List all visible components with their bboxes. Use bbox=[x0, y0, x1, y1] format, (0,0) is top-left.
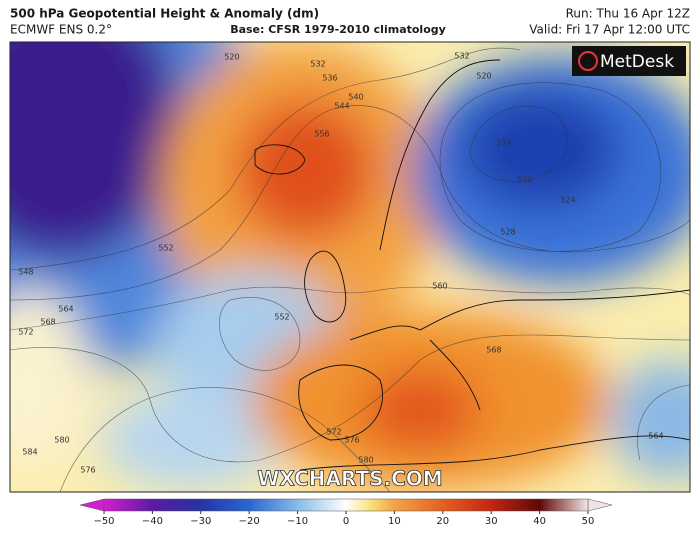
contour-label: 580 bbox=[54, 436, 69, 445]
colorbar-arrow bbox=[587, 498, 613, 512]
coastline bbox=[379, 59, 501, 251]
contour-line bbox=[59, 387, 391, 492]
colorbar-tick-label: −10 bbox=[287, 516, 308, 527]
contour-label: 568 bbox=[486, 346, 501, 355]
colorbar-tick-label: 0 bbox=[343, 516, 349, 527]
contour-label: 576 bbox=[344, 436, 359, 445]
title: 500 hPa Geopotential Height & Anomaly (d… bbox=[10, 7, 319, 21]
contour-label: 532 bbox=[454, 52, 469, 61]
coastline bbox=[429, 339, 481, 411]
contour-line bbox=[439, 82, 662, 252]
contour-label: 514 bbox=[496, 139, 511, 148]
contour-label: 552 bbox=[274, 313, 289, 322]
colorbar-scale bbox=[103, 498, 589, 512]
watermark: WXCHARTS.COM bbox=[257, 467, 442, 491]
contour-label: 576 bbox=[80, 466, 95, 475]
coastlines bbox=[254, 59, 690, 471]
coastline bbox=[349, 289, 690, 341]
contour-label: 564 bbox=[648, 432, 663, 441]
colorbar-tick-label: −20 bbox=[239, 516, 260, 527]
contour-line bbox=[219, 297, 301, 371]
contour-label: 564 bbox=[58, 305, 73, 314]
contour-label: 572 bbox=[326, 428, 341, 437]
contour-label: 568 bbox=[40, 318, 55, 327]
contour-label: 552 bbox=[158, 244, 173, 253]
contour-line bbox=[10, 105, 690, 301]
anomaly-blob bbox=[10, 42, 180, 260]
contour-label: 556 bbox=[314, 130, 329, 139]
contour-label: 520 bbox=[224, 53, 239, 62]
anomaly-blob bbox=[360, 370, 480, 450]
map-frame bbox=[9, 41, 691, 493]
contour-label: 520 bbox=[476, 72, 491, 81]
anomaly-blob bbox=[10, 290, 90, 470]
coastline bbox=[298, 364, 383, 441]
brand: MetDesk bbox=[600, 52, 674, 72]
anomaly-blob bbox=[100, 390, 280, 490]
coastline bbox=[304, 250, 347, 323]
colorbar-tick-label: 10 bbox=[388, 516, 401, 527]
contour-label: 544 bbox=[334, 102, 349, 111]
contour-line bbox=[637, 384, 690, 461]
coastline bbox=[299, 435, 690, 471]
colorbar-tick-label: 20 bbox=[436, 516, 449, 527]
contour-line bbox=[10, 47, 521, 271]
run: Run: Thu 16 Apr 12Z bbox=[566, 7, 690, 21]
contours bbox=[10, 47, 690, 492]
colorbar-tick-label: −50 bbox=[93, 516, 114, 527]
colorbar-tick-label: −30 bbox=[190, 516, 211, 527]
colorbar-arrow bbox=[79, 498, 105, 512]
map: 5205325365405445565525485645685725525805… bbox=[10, 42, 690, 492]
base: Base: CFSR 1979-2010 climatology bbox=[230, 23, 446, 36]
anomaly-blob bbox=[235, 100, 375, 240]
colorbar-tick-label: −40 bbox=[142, 516, 163, 527]
contour-label: 584 bbox=[22, 448, 37, 457]
colorbar: −50 −40 −30 −20 −10 0 10 20 30 40 50 bbox=[79, 498, 613, 527]
contour-label: 540 bbox=[348, 93, 363, 102]
colorbar-tick-label: 50 bbox=[582, 516, 595, 527]
contour-label: 528 bbox=[500, 228, 515, 237]
colorbar-tick-label: 30 bbox=[485, 516, 498, 527]
anomaly-blob bbox=[460, 90, 620, 210]
contour-label: 560 bbox=[432, 282, 447, 291]
contour-label: 548 bbox=[18, 268, 33, 277]
contour-line bbox=[469, 106, 568, 182]
contour-label: 524 bbox=[560, 196, 575, 205]
valid: Valid: Fri 17 Apr 12:00 UTC bbox=[529, 23, 690, 37]
contour-label: 520 bbox=[517, 176, 532, 185]
model: ECMWF ENS 0.2° bbox=[10, 23, 112, 37]
brand-box bbox=[572, 46, 686, 76]
contour-labels: 5205325365405445565525485645685725525805… bbox=[18, 52, 663, 475]
brand-icon bbox=[578, 51, 598, 71]
contour-line bbox=[10, 334, 690, 463]
coastline bbox=[254, 144, 306, 175]
contour-label: 532 bbox=[310, 60, 325, 69]
contour-label: 580 bbox=[358, 456, 373, 465]
contour-label: 572 bbox=[18, 328, 33, 337]
contour-label: 536 bbox=[322, 74, 337, 83]
colorbar-tick-label: 40 bbox=[533, 516, 546, 527]
contour-line bbox=[10, 286, 690, 331]
